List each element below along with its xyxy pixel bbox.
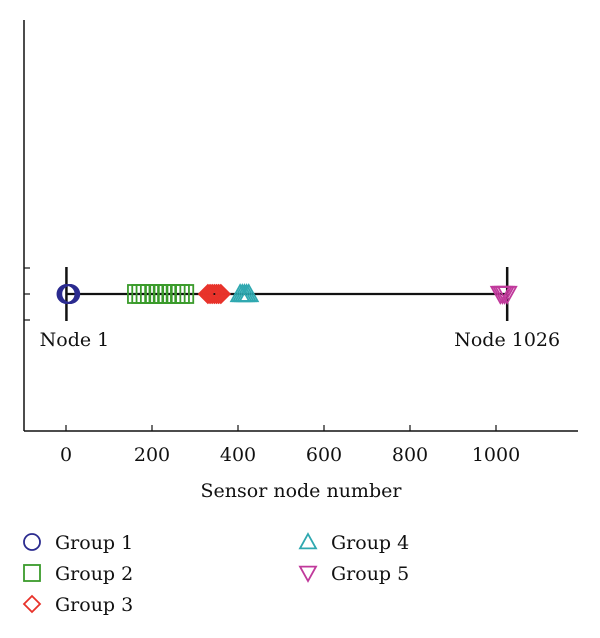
data-point [204,283,225,305]
legend-marker-triangle-up-icon [298,532,318,550]
legend-marker-circle-icon [23,533,41,551]
series-4 [229,283,260,303]
x-axis-label: Sensor node number [201,480,403,502]
legend-label: Group 3 [55,594,133,616]
x-tick-label: 200 [134,444,170,466]
legend-label: Group 4 [331,532,409,554]
data-point [174,284,195,304]
data-point [60,284,81,304]
node-annotation: Node 1026 [454,329,560,351]
legend-label: Group 5 [331,563,409,585]
series-1 [56,284,81,304]
node-annotation: Node 1 [40,329,110,351]
legend: Group 1 Group 2 Group 3 Group 4 Group 5 [22,532,409,616]
data-point [206,283,227,305]
legend-label: Group 1 [55,532,133,554]
legend-marker-square-icon [23,564,41,582]
legend-item: Group 1 [23,532,133,554]
data-point [201,283,223,305]
data-point [496,285,518,305]
data-point [238,283,260,303]
legend-item: Group 5 [298,563,409,585]
annotations: Node 1 Node 1026 [40,267,560,351]
legend-marker-diamond-icon [22,594,42,614]
axes: 0 200 400 600 800 1000 [23,20,578,466]
legend-label: Group 2 [55,563,133,585]
legend-marker-triangle-down-icon [298,565,318,583]
series-3 [197,283,232,305]
x-tick-label: 800 [392,444,428,466]
data-point [208,283,229,305]
legend-item: Group 2 [23,563,133,585]
legend-item: Group 3 [22,594,133,616]
x-tick-label: 0 [60,444,72,466]
x-tick-label: 400 [220,444,256,466]
series-5 [489,285,518,305]
series-2 [127,284,195,304]
legend-item: Group 4 [298,532,409,554]
data-marks [56,283,518,305]
x-tick-label: 1000 [472,444,520,466]
x-tick-label: 600 [306,444,342,466]
data-point [210,283,232,305]
